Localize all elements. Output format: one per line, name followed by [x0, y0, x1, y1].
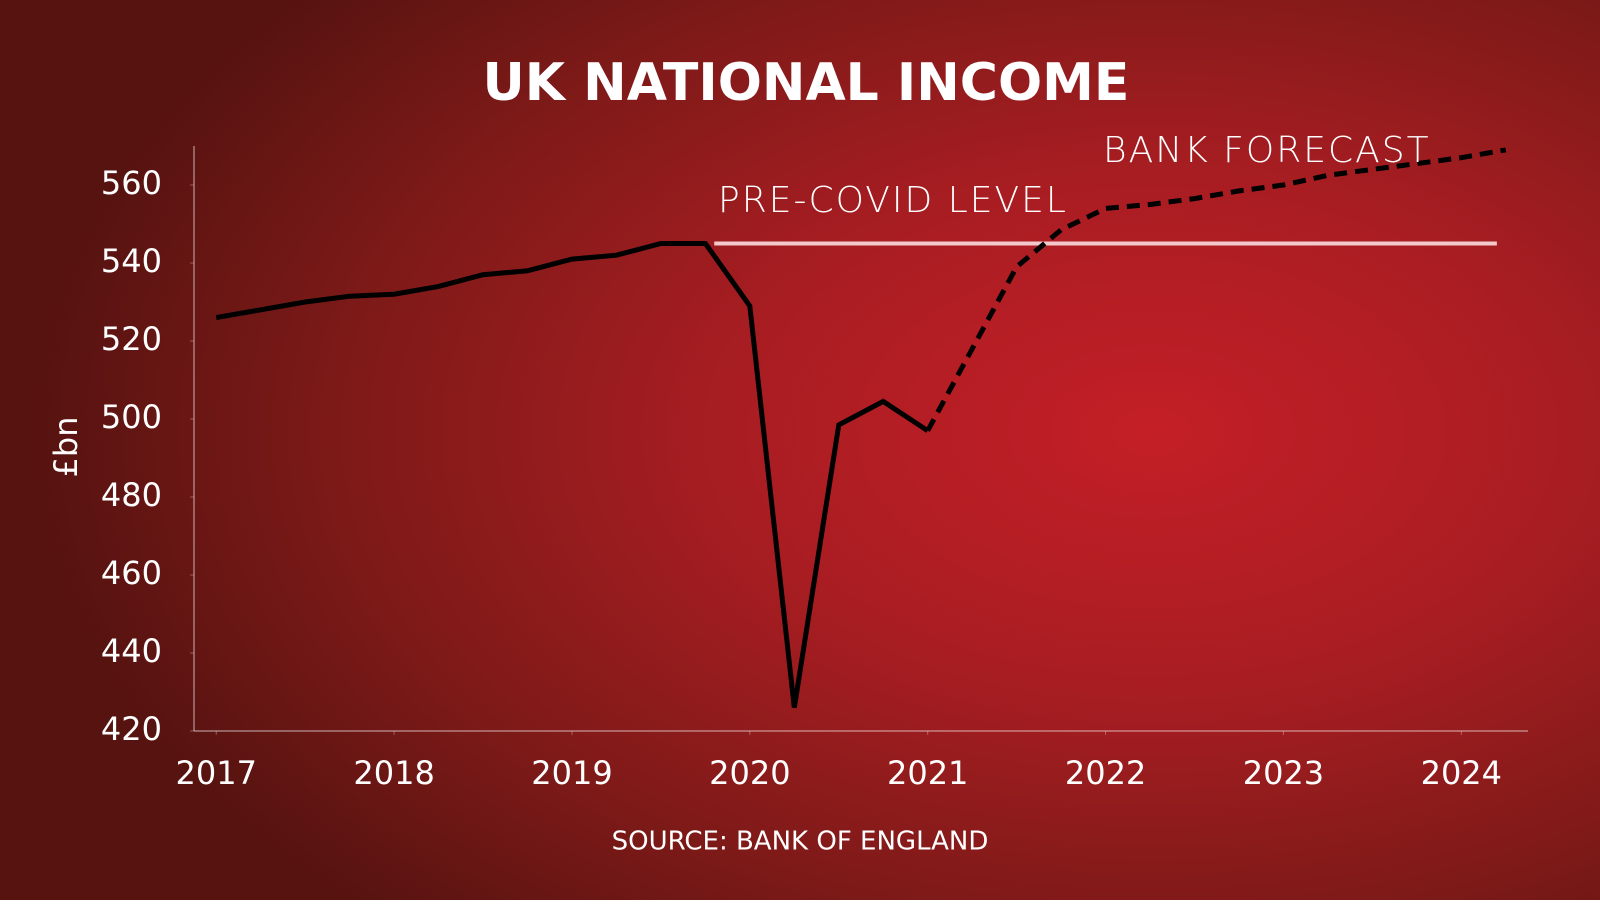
x-tick-label: 2021	[887, 754, 968, 792]
source: SOURCE: BANK OF ENGLAND	[612, 827, 989, 857]
x-tick-label: 2024	[1421, 754, 1502, 792]
reference-label: PRE-COVID LEVEL	[718, 180, 1068, 221]
forecast-line	[925, 147, 1507, 432]
y-axis-label: £bn	[47, 417, 85, 478]
chart-title: UK NATIONAL INCOME	[483, 53, 1130, 113]
y-tick-label: 520	[101, 320, 162, 358]
data-line	[215, 241, 930, 708]
x-tick-label: 2017	[176, 754, 257, 792]
y-tick-label: 500	[101, 398, 162, 436]
y-tick-label: 540	[101, 242, 162, 280]
x-tick-label: 2023	[1243, 754, 1324, 792]
series-label: BANK FORECAST	[1103, 130, 1431, 171]
x-tick-label: 2019	[531, 754, 612, 792]
x-tick-label: 2020	[709, 754, 790, 792]
x-tick-label: 2018	[353, 754, 434, 792]
x-tick-label: 2022	[1065, 754, 1146, 792]
y-tick-label: 460	[101, 554, 162, 592]
y-tick-label: 440	[101, 632, 162, 670]
y-tick-label: 560	[101, 164, 162, 202]
y-tick-label: 420	[101, 710, 162, 748]
y-tick-label: 480	[101, 476, 162, 514]
